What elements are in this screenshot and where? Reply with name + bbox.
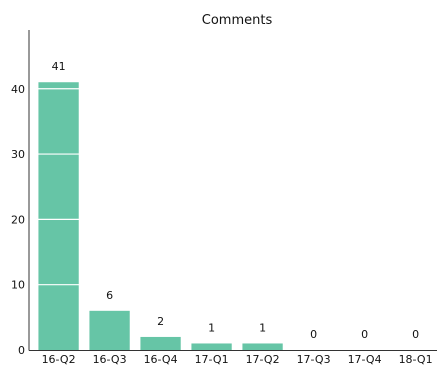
bars-group [38,82,283,351]
x-tick-label-18-Q1: 18-Q1 [399,353,433,366]
data-labels-group: 41 6 2 1 1 0 0 0 [52,60,419,341]
x-axis: 16-Q2 16-Q3 16-Q4 17-Q1 17-Q2 17-Q3 17-Q4 18-Q1 [29,350,437,366]
x-tick-label-17-Q2: 17-Q2 [246,353,280,366]
data-label-16-Q4: 2 [157,315,164,328]
data-label-16-Q2: 41 [52,60,66,73]
data-label-18-Q1: 0 [412,328,419,341]
data-label-16-Q3: 6 [106,289,113,302]
y-tick-label-0: 0 [18,344,25,357]
x-tick-label-17-Q1: 17-Q1 [195,353,229,366]
x-tick-label-16-Q2: 16-Q2 [42,353,76,366]
y-tick-label-20: 20 [11,213,25,226]
data-label-17-Q3: 0 [310,328,317,341]
x-tick-label-16-Q4: 16-Q4 [144,353,178,366]
y-axis: 0 10 20 30 40 [11,30,30,357]
bar-16-Q2 [38,82,79,351]
y-tick-label-30: 30 [11,148,25,161]
bar-16-Q4 [140,336,181,350]
data-label-17-Q4: 0 [361,328,368,341]
y-tick-label-40: 40 [11,83,25,96]
y-tick-label-10: 10 [11,279,25,292]
bar-17-Q1 [191,343,232,350]
data-label-17-Q1: 1 [208,321,215,334]
data-label-17-Q2: 1 [259,321,266,334]
bar-16-Q3 [89,310,130,350]
x-tick-label-16-Q3: 16-Q3 [93,353,127,366]
bar-17-Q2 [242,343,283,350]
gridlines-group [29,88,437,286]
x-tick-label-17-Q3: 17-Q3 [297,353,331,366]
x-tick-label-17-Q4: 17-Q4 [348,353,382,366]
chart-title: Comments [202,13,273,28]
